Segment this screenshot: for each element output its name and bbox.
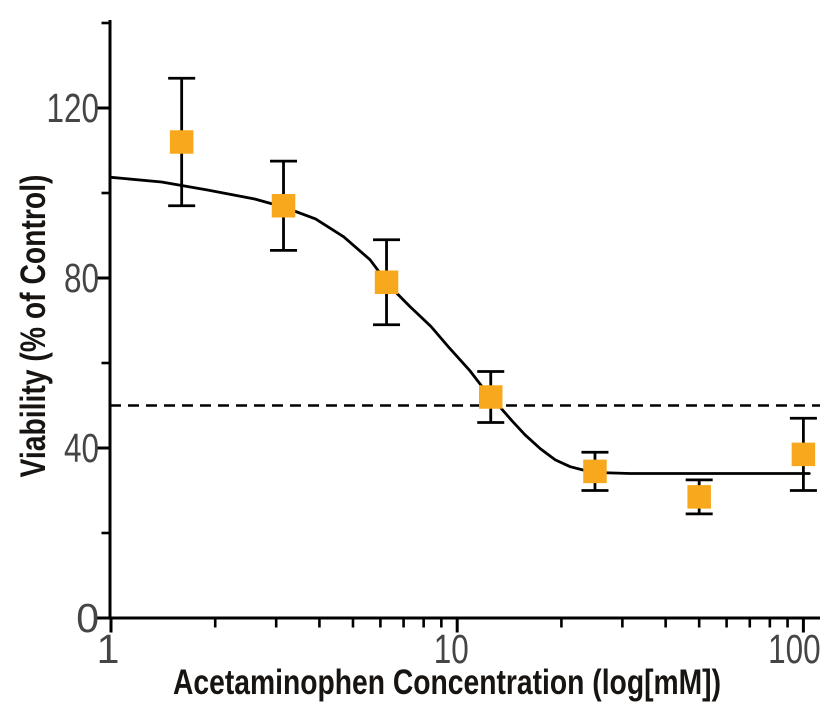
y-tick-label: 80 (64, 255, 99, 301)
data-point-marker (271, 194, 296, 218)
x-tick-label: 1 (97, 626, 120, 672)
x-tick-label: 10 (434, 626, 469, 672)
x-tick-label: 100 (768, 626, 821, 672)
y-tick-label: 120 (47, 85, 100, 131)
data-point-marker (583, 459, 607, 484)
data-point-marker (479, 385, 503, 409)
error-bars (168, 76, 817, 516)
fit-curve-line (109, 175, 811, 475)
data-points (169, 130, 816, 509)
y-axis-title: Viability (% of Control) (14, 175, 53, 478)
data-point-marker (169, 130, 194, 154)
x-axis-title: Acetaminophen Concentration (log[mM]) (173, 663, 721, 702)
y-tick-label: 40 (64, 425, 99, 471)
y-tick-label: 0 (76, 595, 99, 641)
data-point-marker (374, 270, 399, 294)
data-point-marker (791, 442, 816, 467)
data-point-marker (687, 485, 711, 509)
